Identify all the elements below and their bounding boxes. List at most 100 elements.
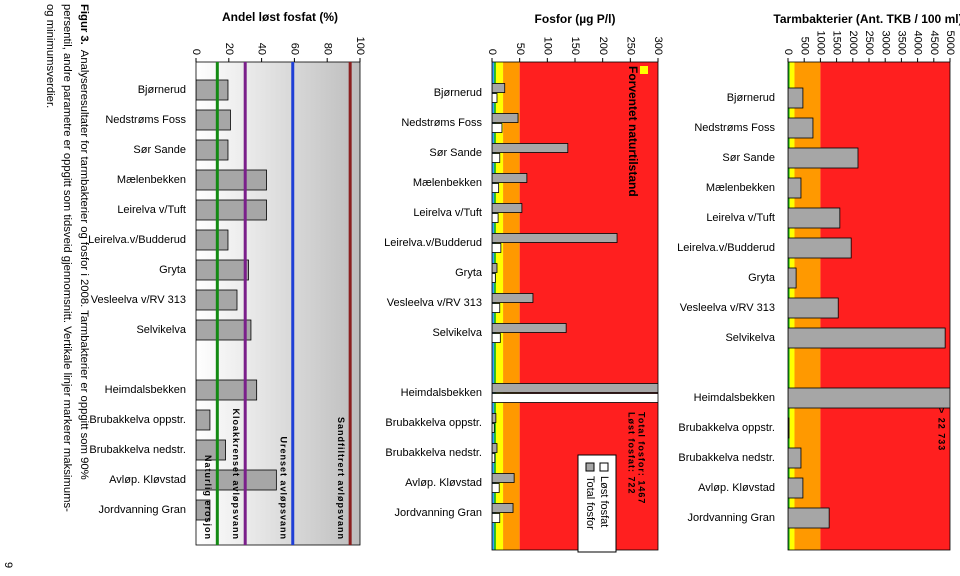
class-band	[820, 62, 950, 550]
reference-line-label: Sandfiltrert avløpsvann	[336, 417, 346, 540]
category-label: Leirelva v/Tuft	[117, 204, 186, 216]
bar	[196, 409, 211, 431]
category-label: Leirelva.v/Budderud	[88, 234, 186, 246]
bar	[788, 297, 839, 319]
category-label: Mælenbekken	[413, 177, 482, 189]
plot-area	[788, 62, 950, 550]
category-label: Brubakkelva nedstr.	[385, 447, 482, 459]
bar	[492, 513, 501, 523]
category-label: Nedstrøms Foss	[105, 114, 186, 126]
x-tick-label: 4000	[912, 31, 924, 55]
category-label: Heimdalsbekken	[694, 392, 775, 404]
chart-title: Tarmbakterier (Ant. TKB / 100 ml)	[773, 12, 960, 26]
plot-frame	[491, 61, 659, 551]
bar	[492, 383, 658, 393]
bar	[492, 393, 658, 403]
bar	[492, 263, 498, 273]
legend-swatch	[585, 462, 595, 472]
legend-swatch	[599, 462, 609, 472]
band-legend-swatch	[640, 66, 648, 74]
x-tick-label: 150	[569, 37, 581, 55]
band-legend-label: Forventet naturtilstand	[626, 66, 640, 197]
bar	[788, 177, 802, 199]
category-label: Bjørnerud	[434, 87, 482, 99]
category-label: Gryta	[748, 272, 776, 284]
plot-area	[492, 62, 658, 550]
category-label: Avløp. Kløvstad	[698, 482, 775, 494]
x-tick-label: 100	[541, 37, 553, 55]
x-tick-label: 4500	[928, 31, 940, 55]
category-label: Brubakkelva nedstr.	[678, 452, 775, 464]
annotation: Løst fosfat: 722	[627, 412, 637, 495]
bar	[492, 423, 495, 433]
category-label: Mælenbekken	[706, 182, 775, 194]
bar	[492, 323, 567, 333]
bar	[788, 507, 830, 529]
legend-label: Løst fosfat	[598, 476, 610, 527]
bar	[196, 259, 249, 281]
bar	[492, 473, 515, 483]
bar	[492, 153, 501, 163]
bar	[196, 169, 267, 191]
category-label: Selvikelva	[725, 332, 775, 344]
class-band	[503, 62, 520, 550]
category-label: Leirelva.v/Budderud	[677, 242, 775, 254]
bar	[492, 453, 496, 463]
category-label: Avløp. Kløvstad	[109, 474, 186, 486]
category-label: Gryta	[159, 264, 187, 276]
reference-line-label: Naturlig erosjon	[203, 455, 213, 540]
bar	[492, 413, 497, 423]
bar	[788, 447, 802, 469]
category-label: Sør Sande	[429, 147, 482, 159]
reference-line-label: Urenset avløpsvann	[278, 436, 288, 540]
x-tick-label: 3500	[895, 31, 907, 55]
bar	[196, 199, 267, 221]
x-tick-label: 250	[624, 37, 636, 55]
x-tick-label: 50	[514, 43, 526, 55]
bar	[788, 267, 797, 289]
bar	[492, 233, 618, 243]
caption-line: persentil, andre parametre er oppgitt so…	[61, 4, 73, 512]
x-tick-label: 2000	[847, 31, 859, 55]
category-label: Jordvanning Gran	[395, 507, 482, 519]
bar	[196, 139, 229, 161]
bar	[492, 333, 501, 343]
category-label: Avløp. Kløvstad	[405, 477, 482, 489]
category-label: Heimdalsbekken	[105, 384, 186, 396]
bar	[788, 387, 950, 409]
category-label: Bjørnerud	[727, 92, 775, 104]
bar	[492, 93, 498, 103]
category-label: Brubakkelva nedstr.	[89, 444, 186, 456]
category-label: Vesleelva v/RV 313	[387, 297, 482, 309]
x-tick-label: 60	[288, 43, 300, 55]
category-label: Brubakkelva oppstr.	[678, 422, 775, 434]
category-label: Nedstrøms Foss	[401, 117, 482, 129]
category-label: Brubakkelva oppstr.	[89, 414, 186, 426]
bar	[788, 477, 804, 499]
bar	[492, 303, 501, 313]
x-tick-label: 500	[798, 37, 810, 55]
bar	[196, 109, 231, 131]
bar	[788, 417, 790, 439]
legend-label: Total fosfor	[584, 476, 596, 530]
bar	[196, 319, 252, 341]
caption-line: Analyseresultater for tarmbakterier og f…	[78, 50, 90, 480]
bar	[492, 113, 519, 123]
category-label: Brubakkelva oppstr.	[385, 417, 482, 429]
category-label: Selvikelva	[432, 327, 482, 339]
category-label: Bjørnerud	[138, 84, 186, 96]
x-tick-label: 100	[354, 37, 366, 55]
annotation: > 22 733	[937, 408, 947, 451]
category-label: Jordvanning Gran	[688, 512, 775, 524]
x-tick-label: 2500	[863, 31, 875, 55]
bar	[492, 273, 496, 283]
bar	[492, 243, 502, 253]
bar	[196, 499, 211, 521]
bar	[492, 123, 503, 133]
bar	[196, 229, 229, 251]
category-label: Leirelva.v/Budderud	[384, 237, 482, 249]
bar	[788, 147, 859, 169]
category-label: Heimdalsbekken	[401, 387, 482, 399]
bar	[492, 83, 506, 93]
category-label: Sør Sande	[133, 144, 186, 156]
